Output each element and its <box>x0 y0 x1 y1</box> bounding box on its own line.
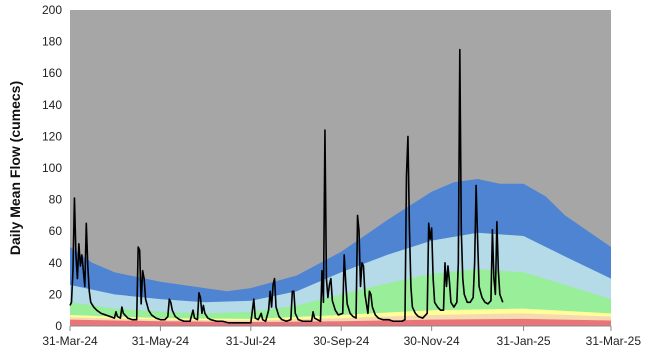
y-tick-label: 80 <box>49 193 63 207</box>
x-tick-label: 30-Sep-24 <box>313 334 369 348</box>
x-tick-label: 31-May-24 <box>132 334 190 348</box>
x-axis: 31-Mar-24 31-May-24 31-Jul-24 30-Sep-24 30-N… <box>42 326 641 348</box>
x-tick-label: 30-Nov-24 <box>404 334 460 348</box>
x-tick-label: 31-Mar-24 <box>42 334 98 348</box>
y-tick-label: 140 <box>42 98 62 112</box>
flow-line-0 <box>69 48 504 324</box>
y-tick-label: 40 <box>49 256 63 270</box>
y-axis: 0 20 40 60 80 100 120 140 160 180 200 <box>42 3 62 333</box>
y-tick-label: 60 <box>49 224 63 238</box>
y-tick-label: 20 <box>49 287 63 301</box>
y-tick-label: 100 <box>42 161 62 175</box>
y-axis-label: Daily Mean Flow (cumecs) <box>7 81 23 255</box>
x-tick-label: 31-Jan-25 <box>497 334 551 348</box>
y-tick-label: 160 <box>42 66 62 80</box>
y-tick-label: 0 <box>55 319 62 333</box>
y-tick-label: 120 <box>42 129 62 143</box>
x-tick-label: 31-Jul-24 <box>226 334 276 348</box>
y-tick-label: 180 <box>42 35 62 49</box>
band-0 <box>70 318 611 326</box>
flow-series <box>69 48 504 324</box>
y-tick-label: 200 <box>42 3 62 17</box>
x-tick-label: 31-Mar-25 <box>586 334 642 348</box>
